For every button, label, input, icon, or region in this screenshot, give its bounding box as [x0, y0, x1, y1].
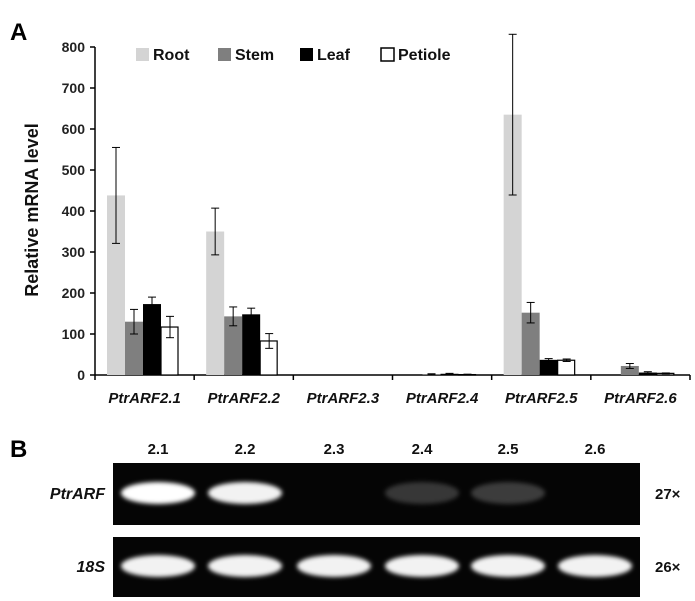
panel-b-letter: B: [10, 436, 27, 463]
category-labels: PtrARF2.1 PtrARF2.2 PtrARF2.3 PtrARF2.4 PtrA…: [108, 390, 677, 407]
y-tick-label: 100: [62, 326, 86, 342]
error-bars: [112, 33, 670, 376]
y-tick-label: 800: [62, 39, 86, 55]
y-tick-label: 600: [62, 121, 86, 137]
gel-row-label: 18S: [77, 559, 106, 576]
y-tick-label: 0: [77, 367, 85, 383]
gel-cycle-label: 26×: [655, 559, 681, 576]
bars: [107, 114, 675, 376]
gel-row-18s: [113, 537, 640, 597]
gel-row-label: PtrARF: [50, 486, 106, 503]
bar-root-1: [107, 195, 125, 375]
gel-band: [471, 555, 545, 577]
gel-lane-label: 2.5: [498, 441, 519, 458]
gel-lane-labels: 2.1 2.2 2.3 2.4 2.5 2.6: [148, 441, 606, 458]
x-ticks: [94, 375, 691, 380]
legend-swatch-petiole: [380, 47, 395, 62]
gel-band: [471, 482, 545, 504]
category-label: PtrARF2.1: [108, 390, 181, 407]
gel-lane-label: 2.3: [324, 441, 345, 458]
legend-label-leaf: Leaf: [317, 47, 351, 64]
panel-a-letter: A: [10, 19, 27, 46]
bar-leaf-1: [143, 304, 161, 375]
bar-root-5: [503, 114, 522, 376]
gel-band: [385, 555, 459, 577]
gel-lane-label: 2.2: [235, 441, 256, 458]
gel-lane-label: 2.1: [148, 441, 169, 458]
legend-label-stem: Stem: [235, 47, 274, 64]
y-ticks: 0 100 200 300 400 500 600 700 800: [62, 39, 95, 383]
gel-band: [208, 482, 282, 504]
gel-band: [297, 555, 371, 577]
gel-band: [121, 555, 195, 577]
y-tick-label: 500: [62, 162, 86, 178]
bar-petiole-5: [557, 359, 576, 376]
bar-stem-5: [521, 312, 540, 375]
gel-cycle-label: 27×: [655, 486, 681, 503]
gel-band: [121, 482, 195, 504]
gel-row-ptrarf: [113, 463, 640, 525]
bar-stem-2: [224, 316, 243, 375]
y-tick-label: 700: [62, 80, 86, 96]
bar-stem-1: [125, 321, 143, 375]
category-label: PtrARF2.4: [406, 390, 479, 407]
gel-row-labels: PtrARF 27× 18S 26×: [50, 486, 681, 576]
y-tick-label: 300: [62, 244, 86, 260]
bar-leaf-5: [539, 359, 558, 375]
category-label: PtrARF2.3: [307, 390, 380, 407]
gel-lane-label: 2.6: [585, 441, 606, 458]
legend: Root Stem Leaf Petiole: [136, 47, 451, 64]
y-tick-label: 200: [62, 285, 86, 301]
legend-label-petiole: Petiole: [398, 47, 451, 64]
gel-band: [208, 555, 282, 577]
category-label: PtrARF2.6: [604, 390, 677, 407]
bar-stem-6: [620, 365, 639, 375]
gel-band: [385, 482, 459, 504]
y-axis-label: Relative mRNA level: [22, 123, 42, 296]
bar-root-2: [206, 231, 225, 375]
legend-swatch-leaf: [300, 48, 313, 61]
gel-bands: [121, 482, 632, 577]
gel-band: [558, 555, 632, 577]
gel-lane-label: 2.4: [412, 441, 434, 458]
category-label: PtrARF2.2: [207, 390, 280, 407]
legend-label-root: Root: [153, 47, 190, 64]
bar-leaf-2: [242, 314, 261, 375]
y-tick-label: 400: [62, 203, 86, 219]
category-label: PtrARF2.5: [505, 390, 578, 407]
legend-swatch-root: [136, 48, 149, 61]
legend-swatch-stem: [218, 48, 231, 61]
